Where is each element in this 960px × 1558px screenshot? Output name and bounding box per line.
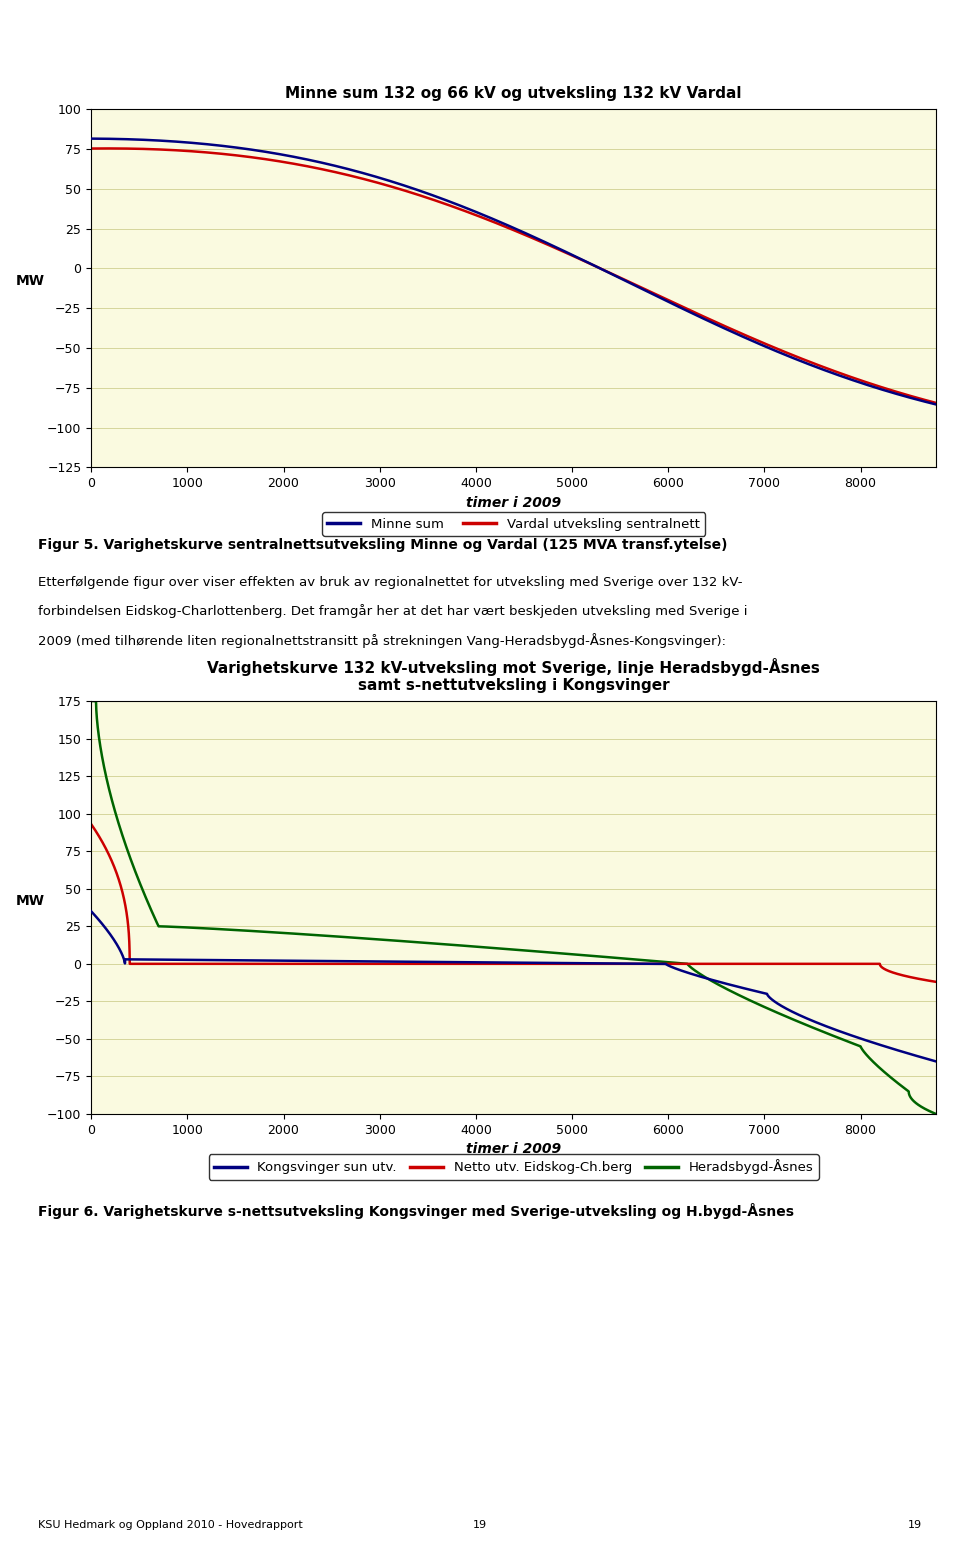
Text: Figur 5. Varighetskurve sentralnettsutveksling Minne og Vardal (125 MVA transf.y: Figur 5. Varighetskurve sentralnettsutve… <box>38 538 728 552</box>
X-axis label: timer i 2009: timer i 2009 <box>466 495 562 509</box>
Title: Varighetskurve 132 kV-utveksling mot Sverige, linje Heradsbygd-Åsnes
samt s-nett: Varighetskurve 132 kV-utveksling mot Sve… <box>207 657 820 693</box>
Legend: Minne sum, Vardal utveksling sentralnett: Minne sum, Vardal utveksling sentralnett <box>322 513 706 536</box>
Text: KSU Hedmark og Oppland 2010 - Hovedrapport: KSU Hedmark og Oppland 2010 - Hovedrappo… <box>38 1521 303 1530</box>
Y-axis label: MW: MW <box>16 894 45 907</box>
Title: Minne sum 132 og 66 kV og utveksling 132 kV Vardal: Minne sum 132 og 66 kV og utveksling 132… <box>285 86 742 101</box>
Y-axis label: MW: MW <box>16 274 45 288</box>
Text: Etterfølgende figur over viser effekten av bruk av regionalnettet for utveksling: Etterfølgende figur over viser effekten … <box>38 576 743 589</box>
Text: 19: 19 <box>907 1521 922 1530</box>
X-axis label: timer i 2009: timer i 2009 <box>466 1142 562 1156</box>
Text: 2009 (med tilhørende liten regionalnettstransitt på strekningen Vang-Heradsbygd-: 2009 (med tilhørende liten regionalnetts… <box>38 633 727 648</box>
Legend: Kongsvinger sun utv., Netto utv. Eidskog-Ch.berg, Heradsbygd-Åsnes: Kongsvinger sun utv., Netto utv. Eidskog… <box>208 1154 819 1179</box>
Text: Figur 6. Varighetskurve s-nettsutveksling Kongsvinger med Sverige-utveksling og : Figur 6. Varighetskurve s-nettsutvekslin… <box>38 1203 795 1218</box>
Text: 19: 19 <box>473 1521 487 1530</box>
Text: forbindelsen Eidskog-Charlottenberg. Det framgår her at det har vært beskjeden u: forbindelsen Eidskog-Charlottenberg. Det… <box>38 605 748 619</box>
